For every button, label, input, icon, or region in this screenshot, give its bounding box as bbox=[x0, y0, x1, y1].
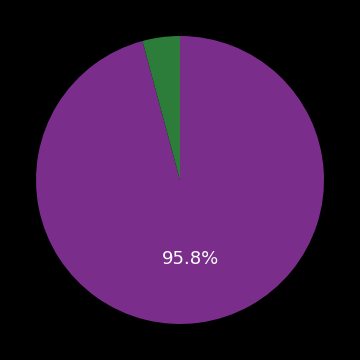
Text: 95.8%: 95.8% bbox=[162, 249, 219, 267]
Wedge shape bbox=[143, 36, 180, 180]
Wedge shape bbox=[36, 36, 324, 324]
